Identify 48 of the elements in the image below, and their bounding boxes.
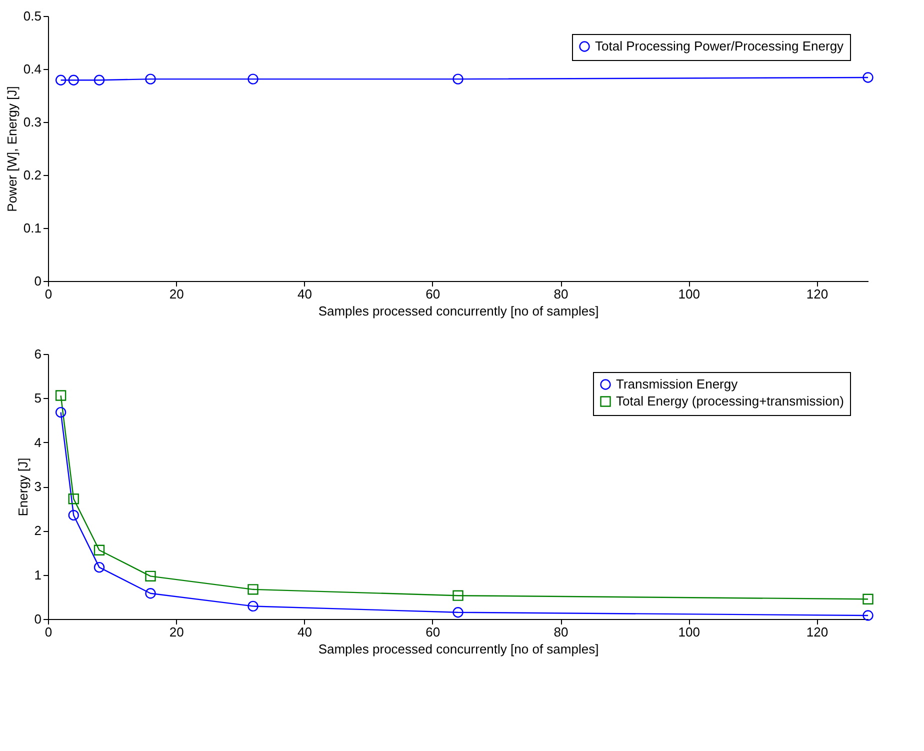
- x-tick-label: 0: [44, 286, 52, 302]
- x-tick-label: 100: [678, 286, 700, 302]
- y-tick-label: 0.1: [23, 220, 42, 236]
- x-tick-label: 60: [426, 286, 440, 302]
- point: [248, 584, 258, 595]
- point: [145, 570, 156, 582]
- y-tick-label: 6: [34, 346, 42, 362]
- x-tick-label: 60: [426, 624, 440, 640]
- y-tick-label: 0: [34, 274, 42, 288]
- point: [248, 600, 258, 612]
- x-tick-label: 120: [806, 286, 828, 302]
- x-tick-label: 100: [678, 624, 700, 640]
- x-tick-label: 40: [298, 624, 312, 640]
- point: [94, 562, 105, 573]
- legend-label: Total Processing Power/Processing Energy: [595, 38, 844, 54]
- y-tick-label: 0.5: [23, 8, 42, 24]
- point: [862, 594, 874, 604]
- point: [145, 588, 156, 599]
- x-tick-label: 80: [554, 286, 568, 302]
- x-tick-label: 20: [169, 624, 184, 640]
- y-tick-label: 0.4: [23, 62, 42, 76]
- point: [68, 510, 79, 521]
- y-tick-label: 4: [34, 434, 42, 450]
- x-tick-label: 120: [806, 624, 828, 640]
- y-tick-label: 0.2: [23, 168, 42, 182]
- x-tick-label: 80: [554, 624, 568, 640]
- x-tick-label: 0: [44, 624, 52, 640]
- y-tick-label: 1: [34, 567, 42, 582]
- y-tick-label: 3: [34, 479, 42, 494]
- x-tick-label: 40: [298, 286, 312, 302]
- y-axis-title: Power [W], Energy [J]: [4, 86, 20, 212]
- x-axis-title: Samples processed concurrently [no of samples]: [318, 304, 599, 318]
- y-tick-label: 5: [34, 390, 42, 406]
- point: [55, 406, 66, 418]
- point: [68, 494, 79, 504]
- y-tick-label: 0: [34, 612, 42, 626]
- legend-label: Total Energy (processing+transmission): [616, 394, 844, 408]
- x-tick-label: 20: [169, 286, 184, 302]
- y-axis-title: Energy [J]: [15, 458, 30, 516]
- legend-label: Transmission Energy: [616, 376, 738, 392]
- point: [55, 390, 66, 401]
- point: [452, 590, 464, 601]
- x-axis-title: Samples processed concurrently [no of samples]: [318, 642, 599, 656]
- point: [862, 610, 874, 621]
- y-tick-label: 0.3: [23, 114, 42, 130]
- point: [94, 544, 105, 556]
- point: [452, 607, 464, 618]
- y-tick-label: 2: [34, 523, 42, 538]
